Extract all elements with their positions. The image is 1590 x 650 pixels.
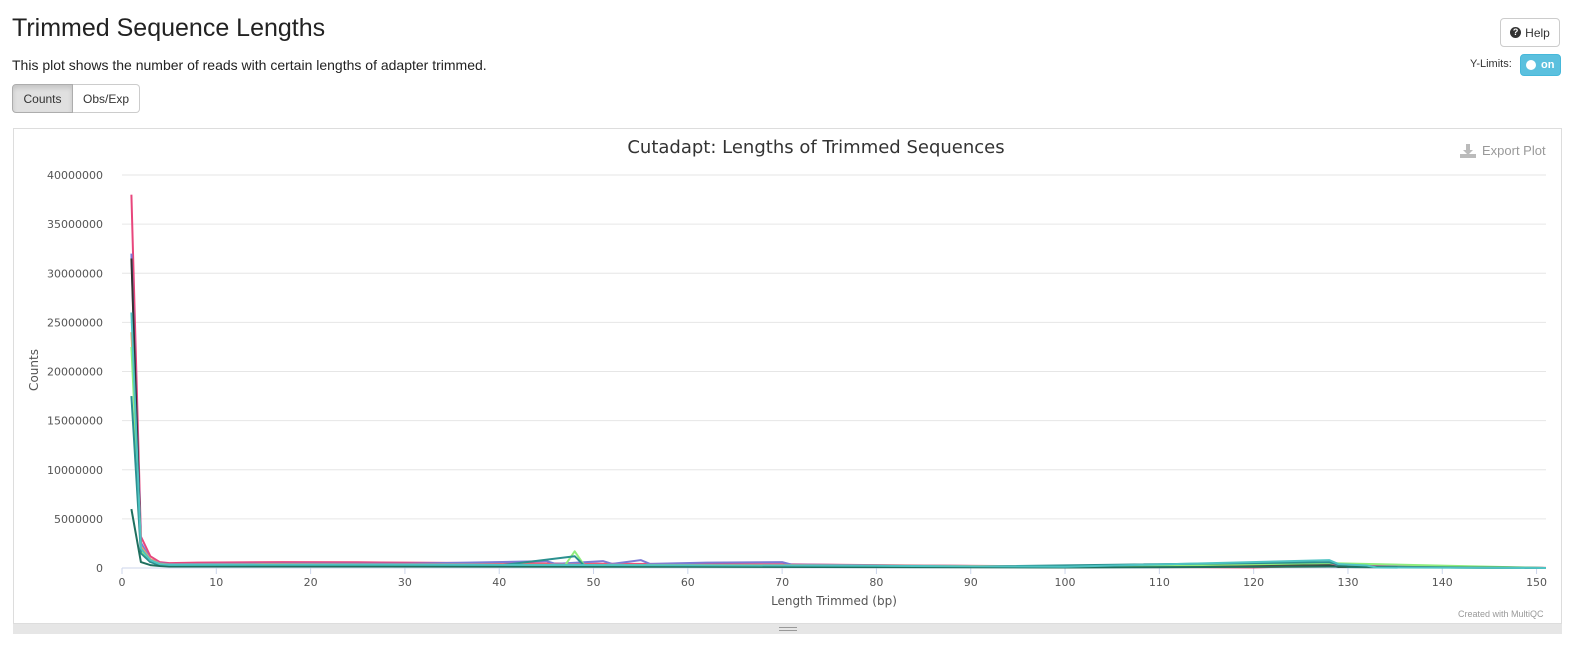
question-circle-icon: ?: [1510, 27, 1522, 38]
y-tick-label: 5000000: [54, 513, 103, 526]
series-line-3[interactable]: [130, 258, 1547, 569]
x-tick-label: 10: [209, 576, 223, 589]
y-tick-label: 10000000: [47, 464, 103, 477]
x-tick-label: 130: [1337, 576, 1358, 589]
x-tick-label: 40: [492, 576, 506, 589]
help-button-label: Help: [1525, 25, 1550, 40]
y-limits-label: Y-Limits:: [1470, 58, 1512, 70]
y-limits-toggle[interactable]: on: [1520, 54, 1561, 76]
export-plot-button[interactable]: Export Plot: [1460, 143, 1546, 158]
x-tick-label: 150: [1526, 576, 1547, 589]
x-tick-label: 140: [1432, 576, 1453, 589]
plot-resize-handle[interactable]: [13, 624, 1562, 634]
series-line-6[interactable]: [130, 396, 1547, 569]
y-axis-label: Counts: [27, 349, 41, 391]
chart-title: Cutadapt: Lengths of Trimmed Sequences: [627, 137, 1004, 158]
x-tick-label: 30: [398, 576, 412, 589]
series-line-4[interactable]: [130, 332, 1547, 569]
y-tick-label: 0: [96, 562, 103, 575]
page-title: Trimmed Sequence Lengths: [12, 14, 326, 42]
toggle-label: on: [1541, 59, 1555, 71]
x-tick-label: 120: [1243, 576, 1264, 589]
y-tick-label: 40000000: [47, 169, 103, 182]
x-tick-label: 80: [869, 576, 883, 589]
page-description: This plot shows the number of reads with…: [12, 57, 487, 73]
x-axis-label: Length Trimmed (bp): [771, 594, 897, 608]
series-line-7[interactable]: [130, 508, 1547, 569]
series-line-8[interactable]: [130, 312, 1547, 569]
y-tick-label: 30000000: [47, 267, 103, 280]
y-tick-label: 25000000: [47, 316, 103, 329]
y-tick-label: 35000000: [47, 218, 103, 231]
x-tick-label: 60: [681, 576, 695, 589]
x-tick-label: 50: [587, 576, 601, 589]
y-tick-label: 15000000: [47, 415, 103, 428]
x-tick-label: 100: [1055, 576, 1076, 589]
x-tick-label: 20: [304, 576, 318, 589]
series-line-2[interactable]: [130, 253, 1547, 569]
x-tick-label: 0: [119, 576, 126, 589]
counts-tab-button[interactable]: Counts: [12, 84, 73, 113]
x-tick-label: 90: [964, 576, 978, 589]
help-button[interactable]: ? Help: [1500, 18, 1560, 47]
x-tick-label: 110: [1149, 576, 1170, 589]
series-line-1[interactable]: [130, 194, 1547, 569]
plot-container: [13, 128, 1562, 624]
series-line-5[interactable]: [130, 346, 1547, 569]
created-with-credit: Created with MultiQC: [1458, 609, 1544, 619]
obs-exp-tab-button[interactable]: Obs/Exp: [73, 84, 140, 113]
x-tick-label: 70: [775, 576, 789, 589]
plot-switch-buttons: Counts Obs/Exp: [12, 84, 140, 113]
y-tick-label: 20000000: [47, 366, 103, 379]
toggle-knob: [1526, 60, 1536, 70]
resize-grip-icon: [779, 627, 797, 631]
download-icon: [1460, 143, 1476, 158]
export-plot-label: Export Plot: [1482, 143, 1546, 158]
